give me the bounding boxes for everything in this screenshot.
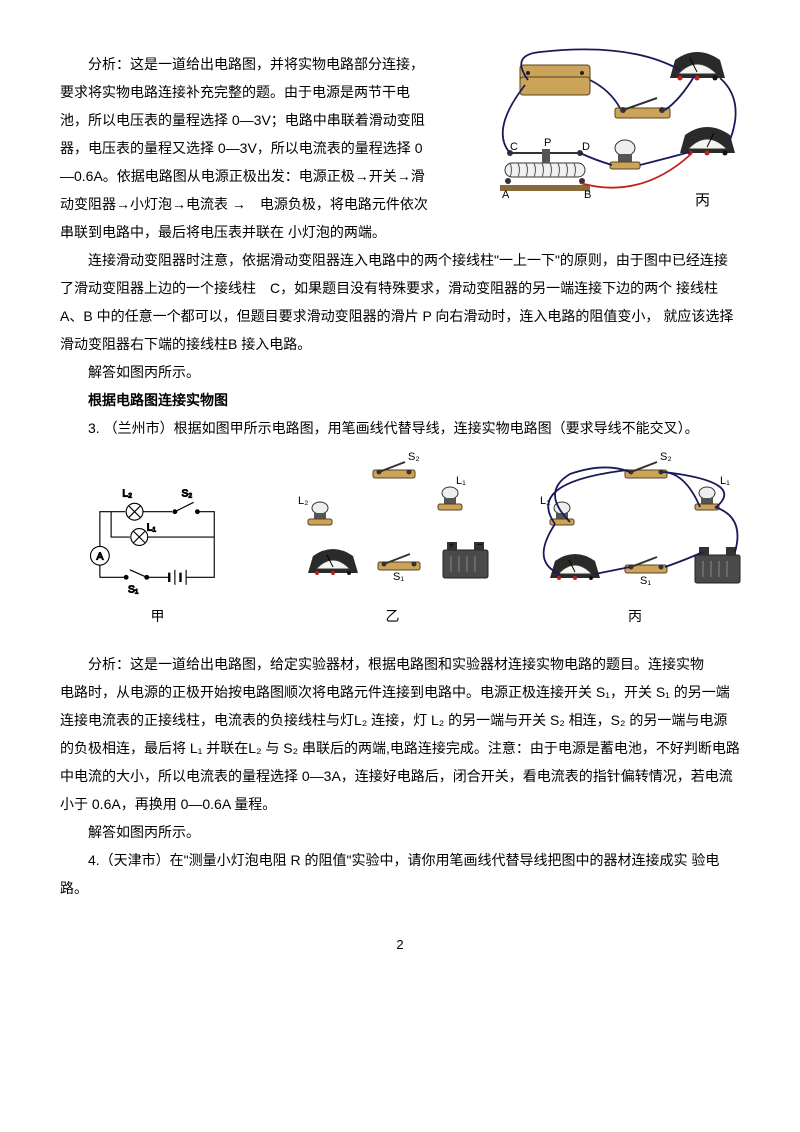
figure-jia: A L₂ S₂ S₁	[40, 472, 275, 630]
question-4: 4.（天津市）在"测量小灯泡电阻 R 的阻值"实验中，请你用笔画线代替导线把图中…	[60, 846, 740, 902]
analysis-paragraph-2: 连接滑动变阻器时注意，依据滑动变阻器连入电路中的两个接线柱"一上一下"的原则，由…	[60, 246, 740, 358]
label-jia: 甲	[40, 602, 275, 630]
label-L2-yi: L₂	[298, 495, 308, 507]
label-S1: S₁	[128, 584, 139, 595]
figure-row-q3: A L₂ S₂ S₁	[40, 452, 760, 630]
label-yi: 乙	[275, 602, 510, 630]
label-L1: L₁	[146, 522, 156, 533]
svg-text:S₁: S₁	[640, 575, 651, 587]
svg-text:+: +	[449, 540, 454, 550]
figure-bing-top: C P D A B 丙	[480, 40, 760, 220]
label-A: A	[502, 189, 510, 201]
svg-text:L₁: L₁	[720, 475, 730, 487]
label-D: D	[582, 141, 590, 153]
figure-bing: S₂ L₁ L₂	[510, 452, 760, 630]
answer-ref-1: 解答如图丙所示。	[60, 358, 740, 386]
analysis-text-block: 分析：这是一道给出电路图，并将实物电路部分连接，要求将实物电路连接补充完整的题。…	[60, 50, 430, 246]
subheading: 根据电路图连接实物图	[60, 386, 740, 414]
label-L2: L₂	[122, 489, 132, 500]
figure-yi: S₂ L₁ L₂	[275, 452, 510, 630]
label-S1-yi: S₁	[393, 571, 404, 583]
label-L1-yi: L₁	[456, 475, 466, 487]
label-B: B	[584, 189, 591, 201]
answer-ref-2: 解答如图丙所示。	[60, 818, 740, 846]
label-C: C	[510, 141, 518, 153]
label-bing: 丙	[510, 602, 760, 630]
page-number: 2	[60, 932, 740, 958]
figure-label-bing-top: 丙	[695, 192, 710, 209]
ammeter-label: A	[96, 552, 103, 563]
analysis-2-line1: 分析：这是一道给出电路图，给定实验器材，根据电路图和实验器材连接实物电路的题目。…	[60, 650, 740, 678]
analysis-paragraph-1: 分析：这是一道给出电路图，并将实物电路部分连接，要求将实物电路连接补充完整的题。…	[60, 50, 430, 246]
svg-text:S₂: S₂	[660, 452, 672, 463]
svg-text:−: −	[477, 540, 483, 551]
analysis-2-body: 电路时，从电源的正极开始按电路图顺次将电路元件连接到电路中。电源正极连接开关 S…	[60, 678, 740, 818]
label-P: P	[544, 137, 551, 149]
label-S2-yi: S₂	[408, 452, 420, 463]
section-analysis-1: 分析：这是一道给出电路图，并将实物电路部分连接，要求将实物电路连接补充完整的题。…	[60, 50, 740, 246]
question-3: 3. （兰州市）根据如图甲所示电路图，用笔画线代替导线，连接实物电路图（要求导线…	[60, 414, 740, 442]
label-S2: S₂	[181, 489, 192, 500]
